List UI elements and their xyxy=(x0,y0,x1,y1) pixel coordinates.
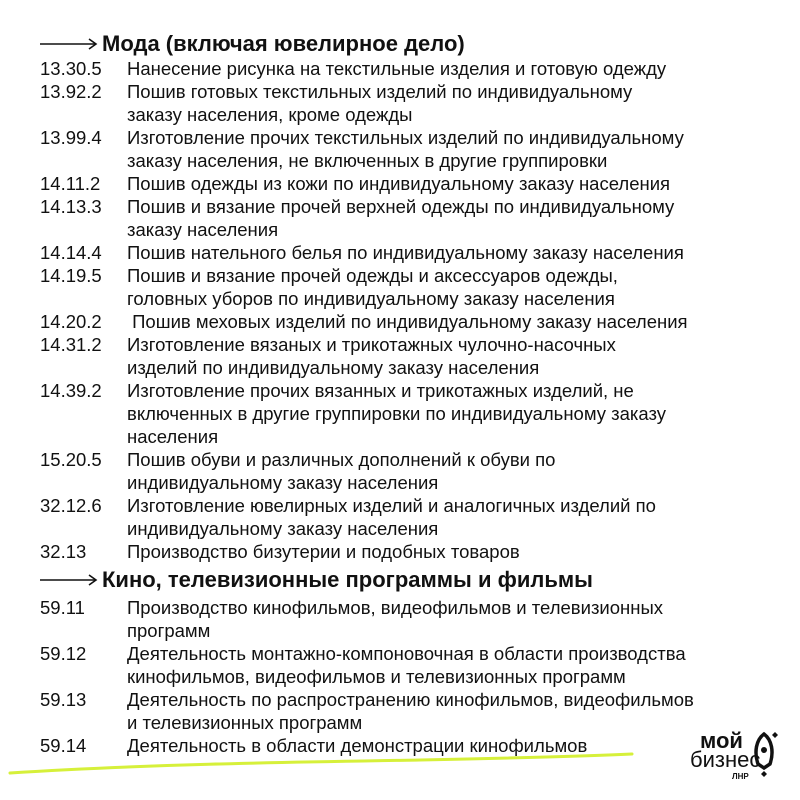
activity-row: 13.99.4 Изготовление прочих текстильных и… xyxy=(40,126,800,172)
activity-row: 32.12.6 Изготовление ювелирных изделий и … xyxy=(40,494,800,540)
activity-code: 14.39.2 xyxy=(40,380,102,401)
activity-row: 14.31.2 Изготовление вязаных и трикотажны… xyxy=(40,333,800,379)
activity-code: 59.13 xyxy=(40,689,87,710)
activity-row: 59.14 Деятельность в области демонстрации… xyxy=(40,734,800,757)
activity-row: 15.20.5 Пошив обуви и различных дополнени… xyxy=(40,448,800,494)
activity-code: 14.19.5 xyxy=(40,265,102,286)
activity-code: 14.20.2 xyxy=(40,311,102,332)
logo-line2: бизнес xyxy=(690,747,761,772)
activity-code: 14.11.2 xyxy=(40,173,101,194)
activity-row: 32.13 Производство бизутерии и подобных т… xyxy=(40,540,800,563)
activity-row: 59.13 Деятельность по распространению кин… xyxy=(40,688,800,734)
activity-code: 59.11 xyxy=(40,597,85,618)
activity-description: Производство кинофильмов, видеофильмов и… xyxy=(127,597,664,641)
activity-code: 59.12 xyxy=(40,643,87,664)
activity-code: 14.14.4 xyxy=(40,242,102,263)
activity-code: 32.13 xyxy=(40,541,87,562)
activity-description: Изготовление ювелирных изделий и аналоги… xyxy=(127,495,656,539)
activity-code: 32.12.6 xyxy=(40,495,102,516)
activity-code: 14.31.2 xyxy=(40,334,102,355)
section-heading: Кино, телевизионные программы и фильмы xyxy=(40,566,800,594)
activity-row: 14.39.2 Изготовление прочих вязанных и тр… xyxy=(40,379,800,448)
activity-description: Пошив готовых текстильных изделий по инд… xyxy=(127,81,633,125)
document: Мода (включая ювелирное дело) 13.30.5 Нане… xyxy=(40,30,800,757)
activity-row: 59.11 Производство кинофильмов, видеофиль… xyxy=(40,596,800,642)
rocket-pin-icon xyxy=(754,731,778,777)
activity-description: Пошив одежды из кожи по индивидуальному … xyxy=(127,173,671,194)
activity-description: Производство бизутерии и подобных товаро… xyxy=(127,541,520,562)
activity-description: Изготовление вязаных и трикотажных чулоч… xyxy=(127,334,616,378)
activity-row: 14.13.3 Пошив и вязание прочей верхней од… xyxy=(40,195,800,241)
activity-code: 13.30.5 xyxy=(40,58,102,79)
activity-code: 59.14 xyxy=(40,735,87,756)
activity-code: 13.92.2 xyxy=(40,81,102,102)
activity-description: Пошив нательного белья по индивидуальном… xyxy=(127,242,684,263)
accent-underline xyxy=(8,752,634,775)
activity-row: 59.12 Деятельность монтажно-компоновочная… xyxy=(40,642,800,688)
activity-description: Изготовление прочих текстильных изделий … xyxy=(127,127,684,171)
activity-row: 13.30.5 Нанесение рисунка на текстильные … xyxy=(40,57,800,80)
activity-description: Нанесение рисунка на текстильные изделия… xyxy=(127,58,667,79)
section-title: Кино, телевизионные программы и фильмы xyxy=(102,567,593,592)
activity-row: 13.92.2 Пошив готовых текстильных изделий… xyxy=(40,80,800,126)
activity-row: 14.20.2 Пошив меховых изделий по индивид… xyxy=(40,310,800,333)
activity-description: Деятельность в области демонстрации кино… xyxy=(127,735,588,756)
activity-code: 15.20.5 xyxy=(40,449,102,470)
activity-description: Пошив меховых изделий по индивидуальному… xyxy=(127,311,688,332)
logo-line3: ЛНР xyxy=(732,772,749,781)
activity-row: 14.14.4 Пошив нательного белья по индивид… xyxy=(40,241,800,264)
arrow-right-icon xyxy=(40,38,98,50)
activity-description: Деятельность по распространению кинофиль… xyxy=(127,689,694,733)
logo-line1: мой xyxy=(700,728,743,753)
activity-code: 13.99.4 xyxy=(40,127,102,148)
activity-row: 14.11.2 Пошив одежды из кожи по индивидуа… xyxy=(40,172,800,195)
activity-row: 14.19.5 Пошив и вязание прочей одежды и а… xyxy=(40,264,800,310)
activity-code: 14.13.3 xyxy=(40,196,102,217)
activity-description: Пошив и вязание прочей верхней одежды по… xyxy=(127,196,675,240)
activity-description: Пошив и вязание прочей одежды и аксессуа… xyxy=(127,265,618,309)
section-heading: Мода (включая ювелирное дело) xyxy=(40,30,800,58)
activity-description: Деятельность монтажно-компоновочная в об… xyxy=(127,643,686,687)
section-title: Мода (включая ювелирное дело) xyxy=(102,31,465,56)
activity-description: Изготовление прочих вязанных и трикотажн… xyxy=(127,380,667,447)
arrow-right-icon xyxy=(40,574,98,586)
activity-description: Пошив обуви и различных дополнений к обу… xyxy=(127,449,556,493)
